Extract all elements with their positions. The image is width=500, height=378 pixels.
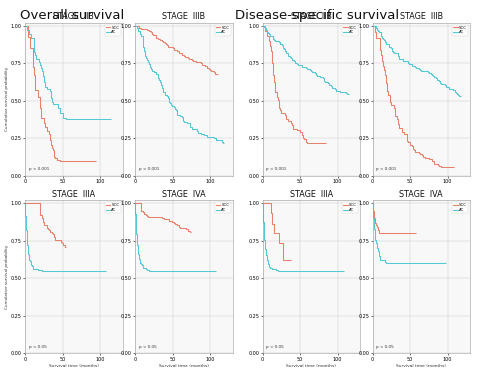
- X-axis label: Survival time (months): Survival time (months): [396, 364, 446, 368]
- Text: p < 0.001: p < 0.001: [266, 167, 286, 171]
- Title: STAGE  IIB: STAGE IIB: [54, 12, 94, 21]
- Legend: SCC, AC: SCC, AC: [214, 202, 230, 213]
- Title: STAGE  IIIA: STAGE IIIA: [290, 190, 333, 199]
- X-axis label: Survival time (months): Survival time (months): [286, 364, 336, 368]
- Title: STAGE  IVA: STAGE IVA: [400, 190, 443, 199]
- Text: p < 0.05: p < 0.05: [139, 345, 156, 349]
- Legend: SCC, AC: SCC, AC: [342, 202, 358, 213]
- X-axis label: Survival time (months): Survival time (months): [49, 364, 98, 368]
- Legend: SCC, AC: SCC, AC: [452, 25, 468, 36]
- Title: STAGE  IIB: STAGE IIB: [291, 12, 332, 21]
- Text: p < 0.001: p < 0.001: [29, 167, 49, 171]
- Text: p < 0.05: p < 0.05: [266, 345, 284, 349]
- Title: STAGE  IIIA: STAGE IIIA: [52, 190, 96, 199]
- Legend: SCC, AC: SCC, AC: [104, 202, 120, 213]
- Title: STAGE  IVA: STAGE IVA: [162, 190, 206, 199]
- Text: Disease-specific survival: Disease-specific survival: [236, 9, 400, 22]
- Y-axis label: Cumulative survival probability: Cumulative survival probability: [4, 67, 8, 132]
- Text: p < 0.001: p < 0.001: [139, 167, 159, 171]
- Text: p < 0.05: p < 0.05: [29, 345, 46, 349]
- Text: p < 0.05: p < 0.05: [376, 345, 394, 349]
- X-axis label: Survival time (months): Survival time (months): [159, 364, 208, 368]
- Text: p < 0.001: p < 0.001: [376, 167, 396, 171]
- Y-axis label: Cumulative survival probability: Cumulative survival probability: [4, 245, 8, 309]
- Legend: SCC, AC: SCC, AC: [104, 25, 120, 36]
- Legend: SCC, AC: SCC, AC: [214, 25, 230, 36]
- Legend: SCC, AC: SCC, AC: [452, 202, 468, 213]
- Legend: SCC, AC: SCC, AC: [342, 25, 358, 36]
- Title: STAGE  IIIB: STAGE IIIB: [400, 12, 443, 21]
- Title: STAGE  IIIB: STAGE IIIB: [162, 12, 206, 21]
- Text: Overall survival: Overall survival: [20, 9, 124, 22]
